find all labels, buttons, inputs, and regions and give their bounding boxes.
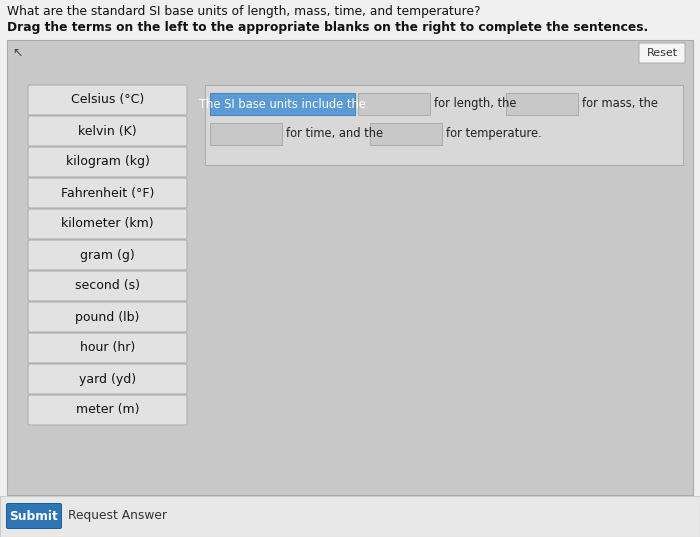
FancyBboxPatch shape [28, 178, 187, 208]
Text: gram (g): gram (g) [80, 249, 135, 262]
FancyBboxPatch shape [28, 116, 187, 146]
Text: second (s): second (s) [75, 279, 140, 293]
Bar [7, 40, 693, 495]
Text: Drag the terms on the left to the appropriate blanks on the right to complete th: Drag the terms on the left to the approp… [7, 20, 648, 33]
FancyBboxPatch shape [28, 271, 187, 301]
Text: Celsius (°C): Celsius (°C) [71, 93, 144, 106]
Text: pound (lb): pound (lb) [76, 310, 140, 323]
Text: kilometer (km): kilometer (km) [61, 217, 154, 230]
Text: kilogram (kg): kilogram (kg) [66, 156, 149, 169]
Text: Reset: Reset [646, 48, 678, 58]
Bar [506, 93, 578, 115]
Bar [205, 85, 683, 165]
FancyBboxPatch shape [28, 209, 187, 239]
FancyBboxPatch shape [28, 333, 187, 363]
FancyBboxPatch shape [28, 302, 187, 332]
FancyBboxPatch shape [28, 395, 187, 425]
Text: Request Answer: Request Answer [68, 510, 167, 523]
Text: Submit: Submit [10, 510, 58, 523]
Text: for mass, the: for mass, the [582, 98, 658, 111]
FancyBboxPatch shape [6, 504, 62, 528]
Text: The SI base units include the: The SI base units include the [199, 98, 366, 111]
FancyBboxPatch shape [28, 147, 187, 177]
Text: yard (yd): yard (yd) [79, 373, 136, 386]
Text: Fahrenheit (°F): Fahrenheit (°F) [61, 186, 154, 200]
Text: for length, the: for length, the [434, 98, 517, 111]
Text: What are the standard SI base units of length, mass, time, and temperature?: What are the standard SI base units of l… [7, 5, 480, 18]
Text: meter (m): meter (m) [76, 403, 139, 417]
FancyBboxPatch shape [639, 43, 685, 63]
Text: hour (hr): hour (hr) [80, 342, 135, 354]
Bar [210, 93, 355, 115]
Text: kelvin (K): kelvin (K) [78, 125, 136, 137]
FancyBboxPatch shape [28, 364, 187, 394]
Bar [0, 496, 700, 537]
FancyBboxPatch shape [28, 240, 187, 270]
Text: for time, and the: for time, and the [286, 127, 383, 141]
Text: ↖: ↖ [13, 47, 23, 60]
Text: for temperature.: for temperature. [446, 127, 542, 141]
Bar [370, 123, 442, 145]
Bar [210, 123, 282, 145]
Bar [358, 93, 430, 115]
FancyBboxPatch shape [28, 85, 187, 115]
